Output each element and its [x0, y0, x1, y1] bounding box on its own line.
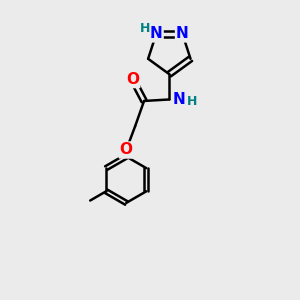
- Text: N: N: [150, 26, 163, 41]
- Text: O: O: [126, 72, 139, 87]
- Text: H: H: [186, 95, 197, 108]
- Text: H: H: [140, 22, 150, 35]
- Text: N: N: [176, 26, 189, 41]
- Text: N: N: [172, 92, 185, 107]
- Text: O: O: [120, 142, 133, 158]
